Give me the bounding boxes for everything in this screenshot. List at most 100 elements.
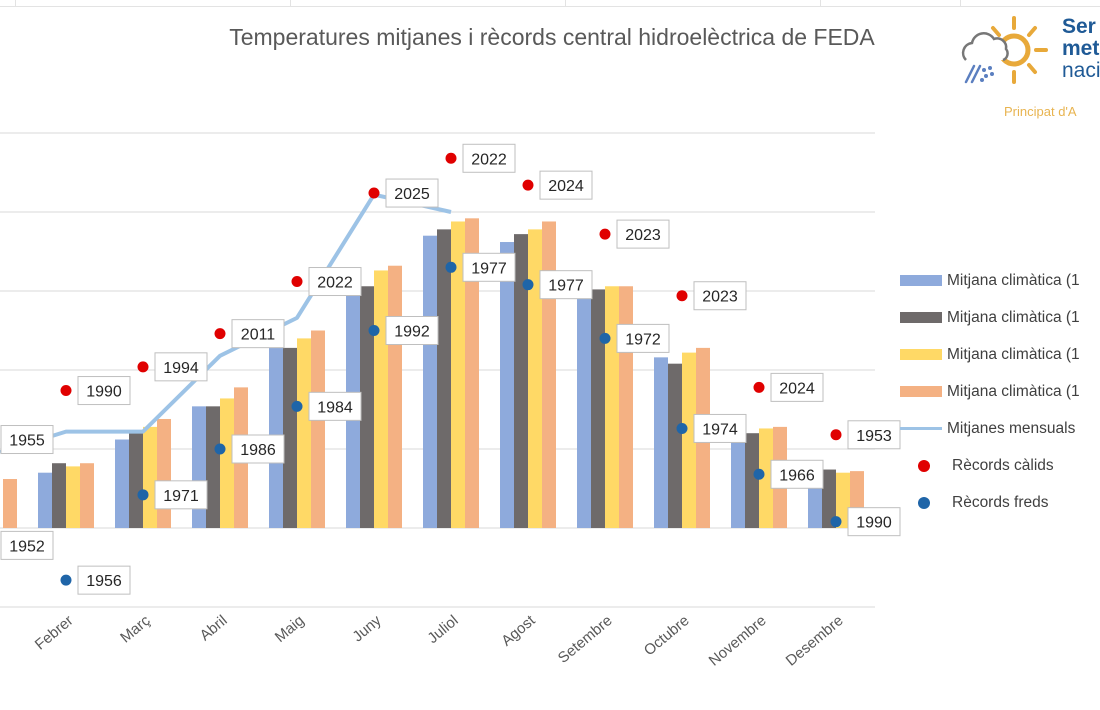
bar [3, 479, 17, 528]
logo-subtitle: Principat d'A [1004, 104, 1077, 119]
legend-item-series4: Mitjana climàtica (1 [900, 373, 1100, 410]
legend-item-warm-records: Rècords càlids [900, 447, 1100, 484]
cold-record-label: 1992 [394, 324, 430, 341]
legend-label: Mitjana climàtica (1 [947, 271, 1080, 289]
cold-record-label-box [770, 459, 824, 489]
bar [80, 463, 94, 528]
warm-record-marker [522, 179, 534, 191]
bar [465, 218, 479, 528]
bar [528, 229, 542, 528]
bar [437, 229, 451, 528]
legend-label: Rècords freds [952, 493, 1049, 511]
cold-record-marker [599, 332, 611, 344]
bar [500, 242, 514, 528]
legend-label: Mitjanes mensuals [947, 419, 1076, 437]
bar [542, 221, 556, 529]
cold-record-label-box [0, 530, 54, 560]
warm-record-label-box [462, 143, 516, 173]
bar [388, 265, 402, 528]
legend-item-monthly-line: Mitjanes mensuals [900, 410, 1100, 447]
cold-record-label: 1977 [471, 260, 507, 277]
x-axis-label: Maig [272, 612, 308, 646]
cold-record-marker [522, 279, 534, 291]
bar [297, 338, 311, 528]
cold-record-marker [60, 574, 72, 586]
x-axis-label: Setembre [555, 612, 616, 667]
warm-record-label-box [77, 376, 131, 406]
cold-record-label: 1966 [779, 467, 815, 484]
legend-item-series3: Mitjana climàtica (1 [900, 336, 1100, 373]
cold-record-label-box [693, 413, 747, 443]
legend-swatch [900, 386, 942, 397]
x-axis-label: Novembre [706, 612, 770, 670]
cold-record-marker [445, 261, 457, 273]
bar [591, 289, 605, 528]
warm-record-label-box [231, 319, 285, 349]
bar [668, 363, 682, 528]
warm-record-label: 2011 [241, 327, 276, 344]
spreadsheet-grid-edge [0, 0, 1100, 7]
cold-record-label-box [462, 252, 516, 282]
cold-record-label-box [308, 391, 362, 421]
bar [157, 418, 171, 528]
bar [451, 221, 465, 529]
warm-record-label: 1955 [9, 433, 45, 450]
warm-record-label-box [616, 219, 670, 249]
cold-record-label: 1952 [9, 538, 45, 555]
cold-record-label-box [77, 565, 131, 595]
legend-line-swatch [900, 427, 942, 430]
bar [38, 472, 52, 528]
cold-record-marker [368, 325, 380, 336]
bar [360, 286, 374, 528]
warm-record-marker [368, 187, 380, 199]
bar [220, 398, 234, 528]
warm-record-label: 2022 [317, 275, 353, 292]
warm-record-label-box [693, 281, 747, 311]
warm-record-marker [214, 328, 226, 340]
bar [115, 439, 129, 528]
warm-record-marker [445, 152, 457, 164]
bar [66, 466, 80, 528]
warm-record-marker [830, 429, 842, 441]
warm-record-label: 2022 [471, 151, 507, 168]
bar [745, 433, 759, 528]
warm-record-label: 1994 [163, 360, 199, 377]
bar [822, 469, 836, 528]
chart-legend: Mitjana climàtica (1 Mitjana climàtica (… [900, 262, 1100, 521]
cold-record-label: 1984 [317, 399, 353, 416]
legend-dot [918, 496, 930, 509]
cold-record-marker [830, 516, 842, 528]
warm-record-label: 1953 [856, 428, 892, 445]
legend-label: Mitjana climàtica (1 [947, 345, 1080, 363]
warm-record-marker [291, 276, 303, 288]
cold-record-label: 1971 [163, 488, 199, 505]
bar [206, 406, 220, 528]
cold-record-label: 1977 [548, 278, 584, 295]
warm-record-label: 1990 [86, 384, 122, 401]
bar [619, 286, 633, 528]
warm-record-label: 2023 [625, 227, 661, 244]
warm-record-marker [753, 381, 765, 393]
cold-record-label: 1974 [702, 421, 738, 438]
bar [759, 428, 773, 528]
cold-record-marker [676, 422, 688, 434]
warm-record-marker [599, 228, 611, 240]
bar [52, 463, 66, 528]
x-axis-label: Febrer [32, 612, 77, 653]
x-axis-label: Març [117, 612, 154, 647]
warm-record-label: 2025 [394, 186, 430, 203]
legend-label: Mitjana climàtica (1 [947, 308, 1080, 326]
legend-label: Rècords càlids [952, 456, 1054, 474]
legend-dot [918, 459, 930, 472]
x-axis-label: Octubre [641, 612, 693, 659]
cold-record-marker [214, 443, 226, 455]
logo-text-line1: Ser [1062, 15, 1096, 38]
logo-text-line2: met [1062, 37, 1100, 60]
cold-record-marker [753, 468, 765, 480]
legend-item-series1: Mitjana climàtica (1 [900, 262, 1100, 299]
warm-record-label: 2023 [702, 289, 738, 306]
logo: Ser met naci Principat d'A [952, 14, 1100, 124]
warm-record-label-box [770, 372, 824, 402]
legend-swatch [900, 349, 942, 360]
cold-record-label-box [847, 507, 901, 537]
